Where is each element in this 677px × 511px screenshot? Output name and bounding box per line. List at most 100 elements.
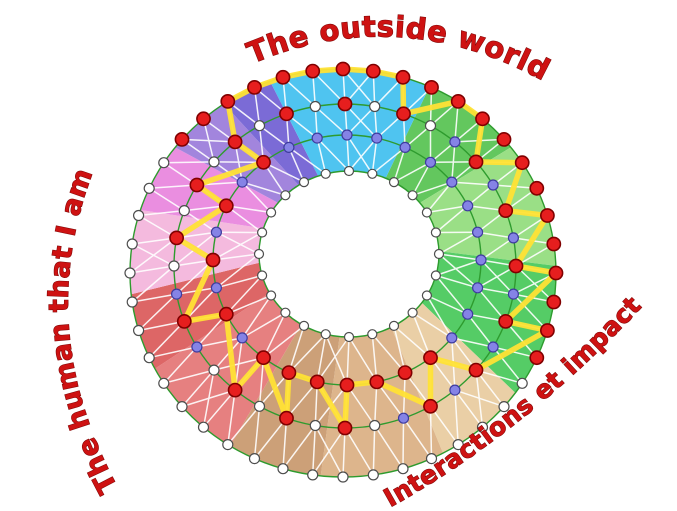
purple-node — [341, 129, 353, 141]
wheel-rings-group — [124, 61, 564, 483]
mesh-line — [346, 384, 376, 427]
mesh-line — [288, 333, 327, 374]
white-node — [168, 260, 180, 272]
red-node — [397, 365, 413, 380]
mesh-line — [212, 253, 260, 261]
purple-node — [472, 282, 484, 294]
mesh-line — [253, 417, 288, 460]
red-node — [369, 374, 385, 390]
red-node — [279, 410, 294, 426]
mesh-line — [241, 311, 287, 339]
white-node — [253, 400, 266, 412]
mesh-line — [227, 389, 236, 446]
mesh-line — [402, 417, 405, 470]
purple-node — [449, 136, 461, 148]
mesh-line — [282, 417, 288, 470]
sector — [270, 69, 430, 179]
white-node — [126, 238, 138, 250]
mesh-line — [346, 134, 374, 175]
purple-node — [210, 226, 222, 238]
mesh-line — [451, 181, 494, 186]
white-node — [248, 453, 261, 465]
mesh-line — [435, 274, 469, 315]
white-node — [452, 439, 464, 451]
red-node — [475, 111, 490, 127]
purple-node — [475, 254, 487, 266]
red-node — [365, 63, 381, 79]
mesh-line — [137, 320, 186, 332]
red-node — [279, 106, 294, 122]
red-node — [176, 313, 192, 329]
white-node — [425, 453, 438, 465]
mesh-line — [438, 231, 479, 255]
mesh-line — [131, 237, 178, 245]
white-node — [309, 419, 321, 432]
red-node — [337, 96, 353, 112]
red-node — [169, 230, 184, 246]
mesh-line — [137, 293, 178, 332]
white-node — [257, 270, 268, 281]
mesh-line — [480, 259, 515, 295]
red-node — [218, 198, 234, 214]
mesh-line — [148, 184, 198, 190]
mesh-line — [213, 356, 265, 371]
white-node — [498, 401, 510, 413]
mesh-line — [475, 369, 523, 385]
white-node — [337, 471, 349, 483]
mesh-line — [393, 325, 432, 359]
white-node — [388, 177, 400, 188]
purple-node — [399, 141, 411, 153]
white-node — [143, 182, 155, 194]
mesh-line — [435, 205, 469, 234]
mesh-line — [163, 161, 215, 164]
white-node — [133, 209, 145, 222]
mesh-line — [129, 265, 175, 274]
mesh-line — [227, 405, 261, 446]
mesh-line — [376, 381, 405, 419]
red-node — [281, 365, 297, 380]
mesh-line — [285, 381, 318, 419]
mesh-line — [454, 389, 459, 446]
mesh-line — [342, 427, 346, 478]
white-node — [430, 227, 441, 238]
mesh-line — [213, 337, 243, 371]
purple-node — [210, 282, 222, 294]
white-node — [476, 421, 489, 433]
red-node — [256, 350, 271, 366]
white-node — [320, 168, 331, 179]
red-node — [540, 323, 555, 338]
red-node — [529, 180, 545, 196]
mesh-line — [311, 424, 317, 476]
red-node — [546, 294, 562, 310]
sector — [385, 86, 511, 203]
mesh-line — [512, 293, 549, 332]
white-node — [421, 290, 432, 301]
white-node — [126, 296, 138, 308]
red-node — [514, 155, 530, 171]
mesh-line — [372, 424, 376, 476]
red-node — [395, 69, 411, 85]
red-node — [275, 69, 291, 85]
white-node — [158, 377, 170, 389]
mesh-line — [411, 161, 432, 197]
white-node — [388, 320, 400, 331]
mesh-line — [181, 389, 236, 408]
mesh-line — [262, 311, 287, 359]
sector — [421, 251, 556, 393]
red-node — [256, 154, 271, 170]
mesh-line — [163, 346, 198, 385]
mesh-line — [148, 187, 186, 212]
mesh-line — [435, 259, 482, 277]
red-node — [468, 154, 484, 170]
white-node — [277, 463, 289, 475]
white-node — [280, 307, 291, 318]
white-node — [424, 120, 437, 132]
mesh-line — [393, 146, 406, 183]
purple-node — [191, 341, 203, 353]
mesh-line — [515, 265, 555, 303]
mesh-line — [262, 325, 305, 359]
purple-node — [424, 156, 437, 168]
mesh-line — [241, 294, 272, 339]
mesh-line — [131, 243, 175, 267]
